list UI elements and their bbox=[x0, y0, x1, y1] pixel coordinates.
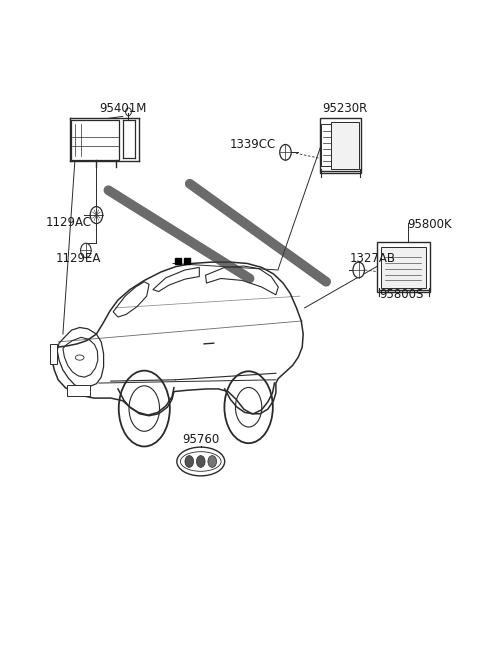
Text: 95401M: 95401M bbox=[99, 102, 146, 115]
Text: 1339CC: 1339CC bbox=[229, 138, 276, 151]
FancyBboxPatch shape bbox=[331, 122, 359, 170]
Ellipse shape bbox=[208, 456, 216, 468]
Ellipse shape bbox=[185, 456, 193, 468]
Text: 95760: 95760 bbox=[182, 434, 219, 447]
FancyBboxPatch shape bbox=[67, 385, 90, 396]
FancyBboxPatch shape bbox=[320, 118, 361, 173]
Text: 95800S: 95800S bbox=[379, 288, 423, 301]
Circle shape bbox=[81, 243, 91, 257]
FancyBboxPatch shape bbox=[377, 242, 431, 291]
Text: 1129EA: 1129EA bbox=[56, 252, 101, 265]
Circle shape bbox=[280, 145, 291, 160]
FancyBboxPatch shape bbox=[50, 345, 57, 364]
Text: 95800K: 95800K bbox=[408, 217, 452, 231]
FancyBboxPatch shape bbox=[321, 124, 332, 166]
Circle shape bbox=[353, 262, 364, 278]
Ellipse shape bbox=[196, 456, 205, 468]
Circle shape bbox=[90, 206, 103, 223]
Text: 1129AC: 1129AC bbox=[46, 216, 92, 229]
FancyBboxPatch shape bbox=[381, 247, 426, 288]
FancyBboxPatch shape bbox=[71, 120, 120, 160]
Text: 95230R: 95230R bbox=[323, 102, 368, 115]
Text: 1327AB: 1327AB bbox=[350, 252, 396, 265]
